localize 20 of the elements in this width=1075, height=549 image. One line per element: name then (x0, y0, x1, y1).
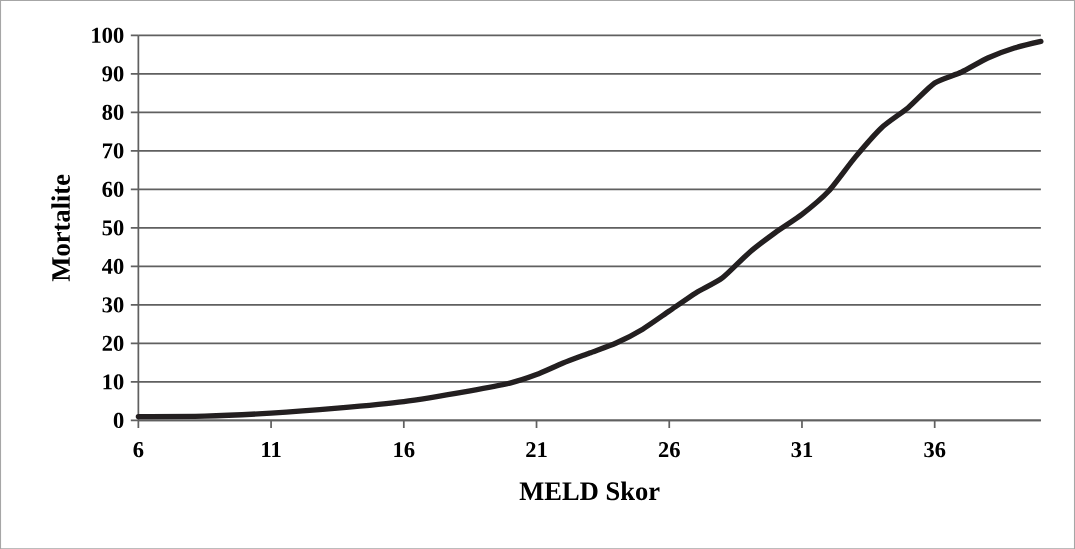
y-tick-label: 80 (102, 104, 124, 120)
x-tick-label: 21 (526, 441, 547, 457)
x-tick-label: 6 (133, 441, 144, 458)
x-tick-label: 16 (394, 441, 415, 458)
y-tick-label: 20 (102, 335, 124, 351)
y-tick-label: 60 (102, 181, 124, 197)
y-tick-label: 70 (102, 143, 124, 159)
x-tick-label: 26 (658, 441, 680, 458)
y-tick-label: 10 (103, 374, 124, 390)
y-tick-label: 100 (92, 27, 124, 43)
x-tick-label: 11 (262, 441, 281, 457)
x-axis-title: MELD Skor (519, 481, 660, 500)
y-tick-label: 0 (113, 412, 124, 428)
y-axis-title: Mortalite (51, 174, 70, 282)
x-tick-label: 36 (924, 441, 946, 458)
x-tick-label: 31 (791, 441, 813, 458)
y-tick-label: 30 (102, 297, 124, 313)
y-tick-label: 90 (102, 66, 124, 82)
y-tick-label: 50 (102, 220, 124, 236)
y-tick-label: 40 (101, 258, 124, 274)
